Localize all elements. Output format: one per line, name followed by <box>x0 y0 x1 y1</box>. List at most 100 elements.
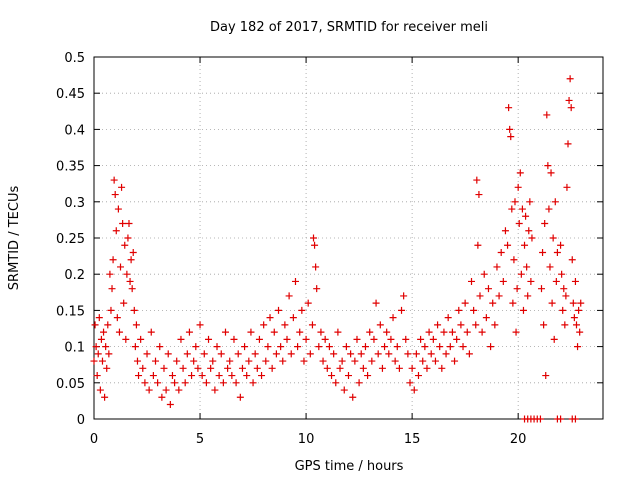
data-point <box>340 386 348 394</box>
data-point <box>149 372 157 380</box>
data-point <box>374 350 382 358</box>
data-point <box>247 328 255 336</box>
data-point <box>361 343 369 351</box>
data-point <box>217 350 225 358</box>
data-point <box>230 335 238 343</box>
data-point <box>162 386 170 394</box>
data-point <box>557 415 565 423</box>
data-point <box>366 328 374 336</box>
data-point <box>287 350 295 358</box>
data-point <box>515 220 523 228</box>
data-point <box>408 364 416 372</box>
data-point <box>526 198 534 206</box>
data-point <box>383 328 391 336</box>
data-point <box>368 357 376 365</box>
data-point <box>570 314 578 322</box>
data-point <box>536 415 544 423</box>
data-point <box>107 306 115 314</box>
data-point <box>442 350 450 358</box>
data-point <box>414 372 422 380</box>
data-point <box>463 328 471 336</box>
data-point <box>540 321 548 329</box>
data-point <box>156 343 164 351</box>
data-point <box>194 364 202 372</box>
data-point <box>558 270 566 278</box>
data-point <box>96 386 104 394</box>
y-tick-label: 0.3 <box>64 196 85 211</box>
data-point <box>243 372 251 380</box>
data-point <box>95 314 103 322</box>
data-point <box>213 343 221 351</box>
data-point <box>465 350 473 358</box>
data-point <box>127 256 135 264</box>
data-point <box>355 379 363 387</box>
data-point <box>347 350 355 358</box>
data-point <box>567 104 575 112</box>
data-point <box>564 140 572 148</box>
data-point <box>129 248 137 256</box>
data-point <box>291 277 299 285</box>
data-point <box>330 350 338 358</box>
data-point <box>139 364 147 372</box>
data-point <box>575 306 583 314</box>
data-point <box>221 328 229 336</box>
data-point <box>325 343 333 351</box>
data-point <box>224 364 232 372</box>
data-point <box>455 306 463 314</box>
data-point <box>544 162 552 170</box>
data-point <box>275 306 283 314</box>
data-point <box>482 314 490 322</box>
data-point <box>563 183 571 191</box>
data-points <box>90 75 585 423</box>
data-point <box>135 372 143 380</box>
y-tick-label: 0.15 <box>56 304 85 319</box>
data-point <box>510 256 518 264</box>
data-point <box>313 285 321 293</box>
y-tick-label: 0 <box>77 413 85 428</box>
x-axis-label: GPS time / hours <box>295 459 404 474</box>
data-point <box>453 335 461 343</box>
data-point <box>219 379 227 387</box>
data-point <box>509 299 517 307</box>
data-point <box>493 263 501 271</box>
data-point <box>548 299 556 307</box>
data-point <box>566 75 574 83</box>
data-point <box>565 96 573 104</box>
x-tick-label: 10 <box>298 432 315 447</box>
data-point <box>451 357 459 365</box>
data-point <box>470 306 478 314</box>
data-point <box>158 393 166 401</box>
data-point <box>446 343 454 351</box>
data-point <box>427 350 435 358</box>
data-point <box>266 314 274 322</box>
data-point <box>128 285 136 293</box>
data-point <box>473 176 481 184</box>
data-point <box>323 364 331 372</box>
data-point <box>310 234 318 242</box>
data-point <box>196 321 204 329</box>
y-tick-label: 0.1 <box>64 341 85 356</box>
data-point <box>264 343 272 351</box>
data-point <box>499 277 507 285</box>
data-point <box>94 350 102 358</box>
data-point <box>262 357 270 365</box>
data-point <box>569 299 577 307</box>
data-point <box>512 328 520 336</box>
data-point <box>270 328 278 336</box>
data-point <box>381 343 389 351</box>
data-point <box>147 328 155 336</box>
data-point <box>398 306 406 314</box>
y-tick-label: 0.4 <box>64 123 85 138</box>
data-point <box>114 205 122 213</box>
grid <box>94 57 603 419</box>
data-point <box>173 357 181 365</box>
data-point <box>425 328 433 336</box>
data-point <box>104 321 112 329</box>
data-point <box>166 401 174 409</box>
data-point <box>251 350 259 358</box>
data-point <box>241 343 249 351</box>
data-point <box>258 372 266 380</box>
data-point <box>560 285 568 293</box>
data-point <box>519 306 527 314</box>
data-point <box>308 321 316 329</box>
